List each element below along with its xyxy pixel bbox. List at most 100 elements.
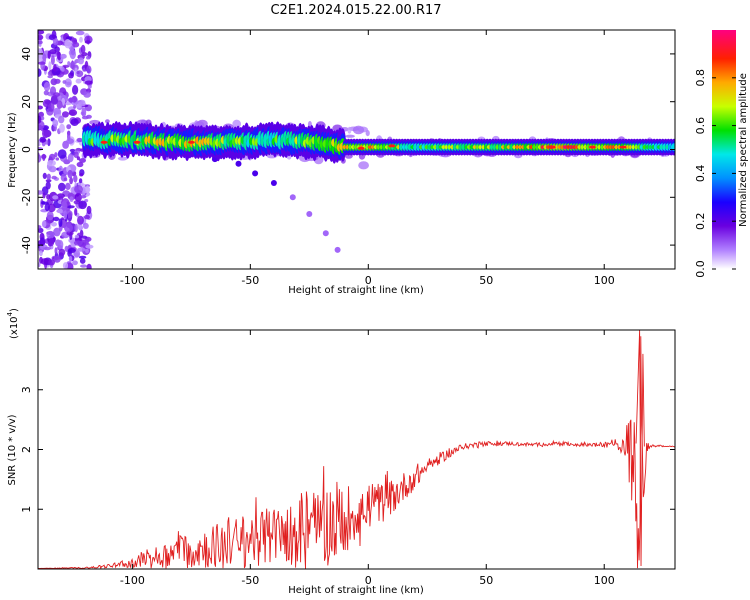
spectrogram-speckle	[73, 151, 79, 158]
spectrogram-speckle	[73, 250, 81, 258]
spectrogram-speckle	[49, 49, 57, 55]
spectrogram-speckle	[38, 61, 46, 65]
spectrogram-speckle	[72, 260, 78, 266]
spectrogram-xtick-label: -100	[120, 274, 145, 287]
colorbar: 0.0 0.2 0.4 0.6 0.8 Normalized spectral ampl…	[694, 30, 749, 278]
colorbar-ticks: 0.0 0.2 0.4 0.6 0.8	[694, 69, 736, 278]
spectrogram-xtick-label: 100	[594, 274, 615, 287]
spectrogram-speckle	[58, 218, 63, 227]
colorbar-tick-label: 0.4	[694, 165, 707, 183]
spectrogram-speckle	[51, 175, 57, 180]
spectrogram-speckle	[68, 111, 76, 116]
snr-panel: -100 -50 0 50 100 1 2 3 Height of straight line…	[6, 308, 676, 596]
spectrogram-speckle	[40, 258, 50, 265]
spectrogram-speckle	[80, 44, 86, 54]
spectrogram-speckle	[38, 105, 43, 110]
spectrogram-speckle	[67, 97, 75, 103]
spectrogram-speckle	[69, 148, 76, 153]
spectrogram-speckle	[48, 259, 55, 266]
spectrogram-speckle	[47, 71, 52, 76]
spectrogram-speckle	[73, 240, 83, 246]
snr-multiplier: (x104)	[6, 308, 20, 339]
colorbar-label: Normalized spectral amplitude	[738, 73, 749, 227]
spectrogram-speckle	[53, 227, 61, 237]
snr-xtick-label: 0	[365, 574, 372, 587]
spectrogram-ytick-label: -20	[20, 188, 33, 206]
spectrogram-speckle	[77, 57, 84, 65]
spectrogram-speckle	[78, 255, 87, 259]
spectrogram-ytick-label: 40	[20, 47, 33, 61]
spectrogram-speckle	[66, 81, 71, 86]
snr-xtick-label: 50	[479, 574, 493, 587]
spectrogram-speckle	[77, 247, 86, 252]
spectrogram-speckle	[67, 153, 74, 163]
spectrogram-hotspot	[357, 146, 365, 150]
snr-ytick-label: 1	[20, 506, 33, 513]
spectrogram-speckle	[42, 153, 46, 161]
spectrogram-speckle	[38, 262, 41, 268]
spectrogram-speckle	[83, 91, 91, 98]
spectrogram-speckle	[74, 223, 78, 233]
spectrogram-hotspot	[100, 140, 108, 144]
spectrogram-trace-point	[289, 194, 296, 201]
spectrogram-hotspot	[388, 144, 396, 148]
spectrogram-speckle	[69, 196, 74, 203]
spectrogram-speckle	[76, 71, 80, 75]
spectrogram-speckle	[66, 205, 75, 209]
spectrogram-speckle	[38, 68, 42, 77]
spectrogram-speckle	[55, 157, 60, 161]
spectrogram-speckle	[54, 78, 61, 84]
colorbar-tick-label: 0.0	[694, 260, 707, 278]
spectrogram-xtick-label: 50	[479, 274, 493, 287]
spectrogram-halo	[105, 119, 110, 124]
spectrogram-speckle	[61, 217, 64, 221]
spectrogram-speckle	[84, 40, 91, 44]
spectrogram-speckle	[74, 234, 80, 239]
spectrogram-speckle	[47, 159, 56, 167]
spectrogram-speckle	[85, 237, 90, 244]
spectrogram-halo	[117, 156, 128, 161]
spectrogram-speckle	[78, 101, 86, 107]
spectrogram-trace-point	[334, 246, 341, 253]
spectrogram-speckle	[64, 245, 69, 252]
spectrogram-xtick-label: 0	[365, 274, 372, 287]
spectrogram-speckle	[43, 90, 49, 96]
colorbar-gradient	[712, 30, 736, 269]
spectrogram-xtick-label: -50	[241, 274, 259, 287]
spectrogram-speckle	[54, 247, 58, 255]
spectrogram-trace-point	[252, 170, 259, 177]
spectrogram-speckle	[85, 244, 94, 249]
colorbar-tick-label: 0.2	[694, 212, 707, 230]
spectrogram-speckle	[75, 30, 85, 36]
spectrogram-speckle	[57, 149, 67, 159]
spectrogram-speckle	[75, 78, 82, 84]
spectrogram-ylabel: Frequency (Hz)	[7, 112, 18, 188]
spectrogram-trace-point	[322, 230, 329, 237]
spectrogram-speckle	[79, 173, 84, 177]
spectrogram-halo	[357, 126, 369, 133]
snr-series-spike	[635, 330, 645, 567]
spectrogram-speckle	[53, 255, 61, 263]
spectrogram-speckle	[42, 192, 46, 199]
spectrogram-speckle	[38, 225, 42, 229]
spectrogram-speckle	[67, 169, 73, 179]
spectrogram-speckle	[63, 177, 68, 182]
spectrogram-speckle	[46, 194, 51, 200]
figure-title: C2E1.2024.015.22.00.R17	[270, 3, 441, 18]
spectrogram-speckle	[76, 161, 84, 168]
spectrogram-speckle	[80, 235, 88, 239]
spectrogram-ytick-label: -40	[20, 236, 33, 254]
spectrogram-speckle	[57, 240, 64, 250]
snr-xtick-label: -50	[241, 574, 259, 587]
spectrogram-speckle	[49, 153, 56, 161]
spectrogram-speckle	[47, 203, 56, 213]
colorbar-tick-label: 0.8	[694, 69, 707, 87]
spectrogram-speckle	[86, 263, 92, 269]
spectrogram-speckle	[47, 138, 51, 147]
spectrogram-speckle	[58, 182, 66, 192]
spectrogram-xlabel: Height of straight line (km)	[288, 285, 424, 296]
spectrogram-speckle	[67, 249, 72, 258]
spectrogram-speckle	[61, 200, 68, 211]
spectrogram-speckle	[38, 147, 43, 151]
spectrogram-speckle	[50, 94, 59, 105]
